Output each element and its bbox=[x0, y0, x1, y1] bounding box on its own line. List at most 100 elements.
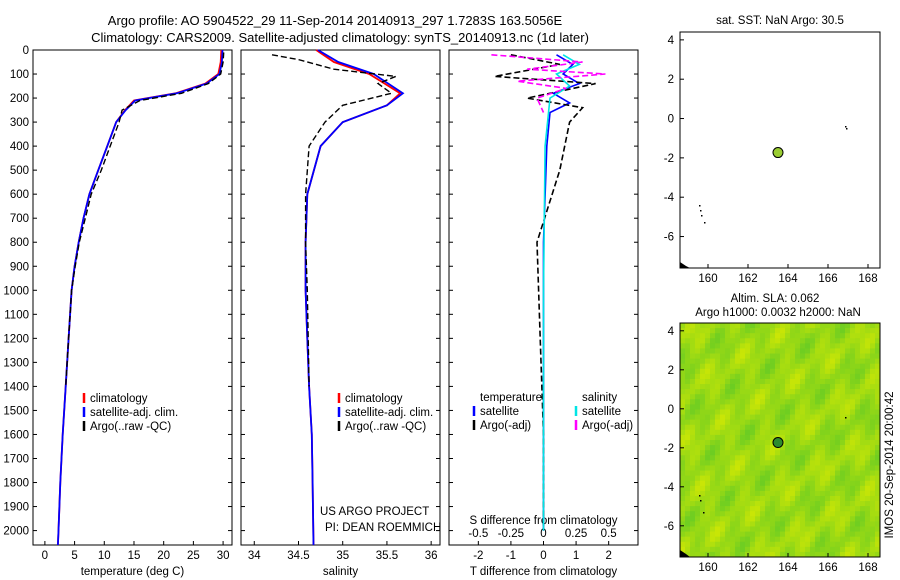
sla-cell bbox=[690, 465, 696, 471]
sla-cell bbox=[870, 546, 876, 553]
sla-cell bbox=[765, 526, 771, 532]
sla-cell bbox=[710, 485, 716, 492]
sla-cell bbox=[755, 378, 761, 385]
sla-cell bbox=[710, 394, 716, 400]
sla-cell bbox=[710, 368, 716, 375]
sla-cell bbox=[845, 551, 851, 558]
sla-cell bbox=[750, 338, 756, 344]
diff-legend-header: salinity bbox=[582, 392, 617, 404]
x-tick-label: 15 bbox=[128, 550, 141, 562]
sla-cell bbox=[830, 434, 836, 441]
sla-cell bbox=[855, 526, 861, 532]
sla-cell bbox=[770, 480, 776, 487]
sla-cell bbox=[850, 363, 856, 370]
sla-cell bbox=[695, 373, 701, 380]
sla-cell bbox=[710, 445, 716, 451]
sla-cell bbox=[705, 373, 711, 380]
sla-cell bbox=[760, 434, 766, 441]
sla-cell bbox=[805, 531, 811, 538]
sla-cell bbox=[775, 475, 781, 482]
sla-cell bbox=[740, 450, 746, 456]
sla-cell bbox=[755, 475, 761, 482]
sla-cell bbox=[760, 536, 766, 543]
sla-cell bbox=[860, 551, 866, 558]
sla-cell bbox=[735, 501, 741, 507]
sla-cell bbox=[845, 323, 851, 329]
sla-cell bbox=[725, 429, 731, 436]
sla-cell bbox=[865, 460, 871, 466]
sla-cell bbox=[810, 506, 816, 512]
sla-cell bbox=[810, 368, 816, 375]
sla-cell bbox=[695, 419, 701, 426]
sla-cell bbox=[690, 521, 696, 527]
sla-cell bbox=[755, 516, 761, 522]
sla-cell bbox=[745, 546, 751, 553]
sla-cell bbox=[870, 541, 876, 548]
sla-cell bbox=[800, 343, 806, 349]
sla-cell bbox=[840, 384, 846, 390]
sla-cell bbox=[765, 521, 771, 527]
sla-cell bbox=[785, 378, 791, 385]
sla-cell bbox=[810, 353, 816, 360]
sla-cell bbox=[685, 521, 691, 527]
sla-cell bbox=[865, 323, 871, 329]
sla-cell bbox=[775, 363, 781, 370]
sla-cell bbox=[765, 460, 771, 466]
sla-cell bbox=[825, 343, 831, 349]
sla-cell bbox=[730, 521, 736, 527]
sla-cell bbox=[760, 506, 766, 512]
sla-cell bbox=[740, 440, 746, 446]
sla-cell bbox=[760, 546, 766, 553]
sla-cell bbox=[705, 541, 711, 548]
sla-cell bbox=[785, 333, 791, 339]
sla-cell bbox=[845, 394, 851, 400]
sla-cell bbox=[760, 445, 766, 451]
sla-cell bbox=[855, 419, 861, 426]
sla-cell bbox=[735, 480, 741, 487]
sla-cell bbox=[810, 445, 816, 451]
sla-cell bbox=[750, 536, 756, 543]
sla-cell bbox=[680, 460, 686, 466]
sla-cell bbox=[695, 404, 701, 410]
sla-cell bbox=[795, 434, 801, 441]
sla-cell bbox=[870, 480, 876, 487]
sla-cell bbox=[775, 536, 781, 543]
sla-cell bbox=[810, 373, 816, 380]
sla-cell bbox=[855, 546, 861, 553]
sla-cell bbox=[680, 399, 686, 405]
sla-cell bbox=[865, 424, 871, 431]
sla-cell bbox=[810, 475, 816, 482]
sla-cell bbox=[770, 404, 776, 410]
sla-cell bbox=[745, 470, 751, 477]
sla-cell bbox=[815, 440, 821, 446]
sla-cell bbox=[780, 455, 786, 461]
sla-cell bbox=[830, 551, 836, 558]
sla-cell bbox=[765, 485, 771, 492]
sla-cell bbox=[790, 526, 796, 532]
sla-cell bbox=[860, 460, 866, 466]
sla-cell bbox=[835, 546, 841, 553]
sla-cell bbox=[870, 506, 876, 512]
sla-cell bbox=[745, 409, 751, 415]
sla-cell bbox=[780, 506, 786, 512]
sla-cell bbox=[805, 485, 811, 492]
sla-cell bbox=[850, 521, 856, 527]
sla-cell bbox=[750, 485, 756, 492]
sla-cell bbox=[865, 363, 871, 370]
sla-cell bbox=[840, 490, 846, 497]
sla-cell bbox=[875, 460, 881, 466]
sla-cell bbox=[825, 541, 831, 548]
sla-cell bbox=[700, 546, 706, 553]
sla-cell bbox=[720, 373, 726, 380]
sla-cell bbox=[695, 328, 701, 334]
sla-cell bbox=[845, 333, 851, 339]
sla-cell bbox=[715, 424, 721, 431]
sla-cell bbox=[735, 394, 741, 400]
sla-cell bbox=[720, 394, 726, 400]
sla-cell bbox=[735, 516, 741, 522]
sla-cell bbox=[815, 546, 821, 553]
sla-cell bbox=[785, 363, 791, 370]
sla-cell bbox=[755, 460, 761, 466]
sla-cell bbox=[830, 338, 836, 344]
sla-cell bbox=[815, 389, 821, 395]
